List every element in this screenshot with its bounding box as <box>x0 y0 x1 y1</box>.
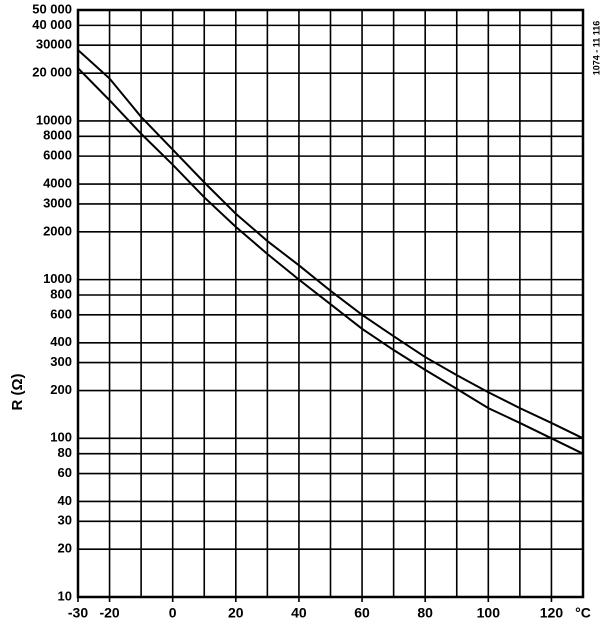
curve <box>77 67 584 455</box>
y-axis-label: R (Ω) <box>9 373 26 410</box>
y-tick-label: 200 <box>50 382 72 397</box>
curve <box>77 49 584 440</box>
x-tick-label: 100 <box>477 605 501 621</box>
y-tick-label: 60 <box>58 465 72 480</box>
plot-frame <box>76 8 585 599</box>
x-tick-label: -30 <box>68 605 88 621</box>
x-tick-label: 20 <box>228 605 244 621</box>
x-tick-label: 80 <box>417 605 433 621</box>
y-tick-label: 800 <box>50 286 72 301</box>
y-tick-label: 600 <box>50 306 72 321</box>
y-tick-label: 8000 <box>43 128 72 143</box>
y-tick-label: 4000 <box>43 176 72 191</box>
y-tick-label: 1000 <box>43 271 72 286</box>
x-tick-label: 120 <box>540 605 564 621</box>
y-tick-label: 40 <box>58 493 72 508</box>
y-tick-label: 80 <box>58 445 72 460</box>
y-tick-label: 40 000 <box>32 17 72 32</box>
y-tick-label: 300 <box>50 354 72 369</box>
x-tick-label: 60 <box>354 605 370 621</box>
y-tick-label: 2000 <box>43 223 72 238</box>
x-tick-label: -20 <box>99 605 119 621</box>
x-axis-label: °C <box>575 605 591 621</box>
x-tick-label: 0 <box>169 605 177 621</box>
y-tick-label: 20 000 <box>32 65 72 80</box>
side-note: 1074 - 11 116 <box>591 21 601 76</box>
x-tick-label: 40 <box>291 605 307 621</box>
y-tick-label: 10000 <box>36 112 72 127</box>
y-tick-label: 20 <box>58 541 72 556</box>
y-tick-label: 3000 <box>43 195 72 210</box>
y-tick-label: 30 <box>58 513 72 528</box>
y-tick-label: 10 <box>58 588 72 603</box>
y-tick-label: 100 <box>50 430 72 445</box>
y-tick-label: 6000 <box>43 148 72 163</box>
y-tick-label: 30000 <box>36 37 72 52</box>
y-tick-label: 50 000 <box>32 1 72 16</box>
y-tick-label: 400 <box>50 334 72 349</box>
